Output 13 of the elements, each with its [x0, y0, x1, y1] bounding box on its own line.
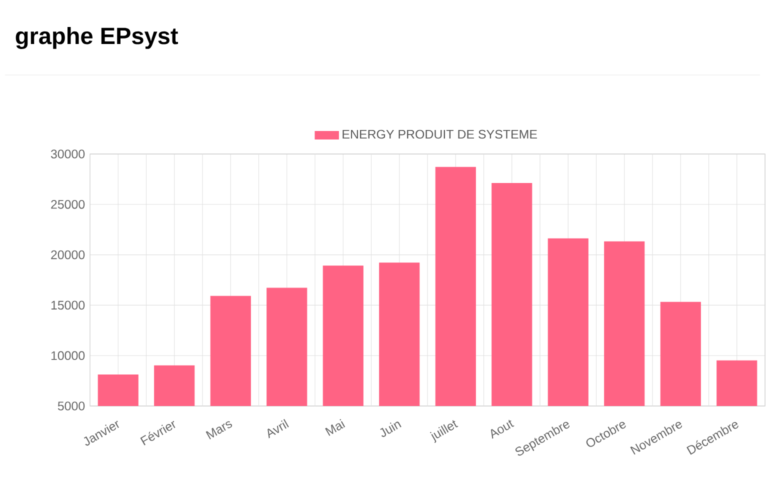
x-tick-label: Avril	[268, 419, 289, 438]
y-tick-label: 5000	[58, 402, 85, 410]
legend-label: ENERGY PRODUIT DE SYSTEME	[342, 130, 537, 139]
y-tick-label: 25000	[51, 200, 85, 209]
x-tick-label: Mars	[206, 421, 232, 440]
chart-title: graphe EPsyst	[16, 26, 178, 50]
x-tick-label: Aout	[490, 420, 514, 439]
y-tick-label: 15000	[51, 300, 85, 310]
y-tick-label: 10000	[51, 351, 85, 360]
x-tick-label: Juin	[380, 422, 402, 437]
y-tick-label: 30000	[50, 150, 85, 158]
x-tick-label: Mai	[325, 419, 346, 436]
y-tick-label: 20000	[51, 250, 85, 260]
